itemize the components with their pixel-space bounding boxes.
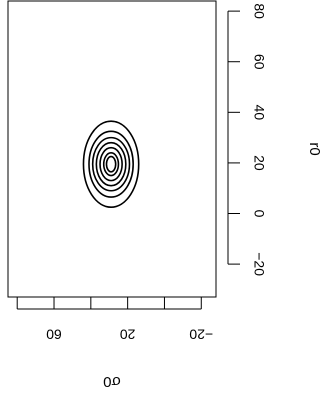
y-axis: −20 0 20 40 60 80: [227, 3, 267, 276]
contour-level-6: [102, 151, 120, 177]
x-axis-title: σ0: [103, 373, 121, 390]
y-tick-label: 40: [251, 105, 267, 121]
contour-level-1: [82, 120, 140, 208]
contour-level-7: [105, 155, 117, 173]
contour-level-4: [95, 141, 127, 187]
y-tick-label: 20: [251, 155, 267, 171]
y-tick-label: 60: [251, 54, 267, 70]
x-tick-label: −20: [189, 326, 213, 342]
contour-level-3: [91, 136, 131, 192]
contour-level-5: [99, 146, 123, 182]
x-tick-label: 20: [120, 326, 136, 342]
y-tick-label: 80: [251, 3, 267, 19]
contour-level-2: [88, 130, 134, 198]
y-tick-label: −20: [251, 252, 267, 276]
y-axis-title: r0: [306, 142, 323, 155]
y-tick-label: 0: [251, 210, 267, 218]
plot-frame: [7, 0, 217, 298]
x-axis: 60 20 −20: [16, 297, 213, 342]
contour-lines: [82, 120, 140, 208]
x-tick-label: 60: [46, 326, 62, 342]
